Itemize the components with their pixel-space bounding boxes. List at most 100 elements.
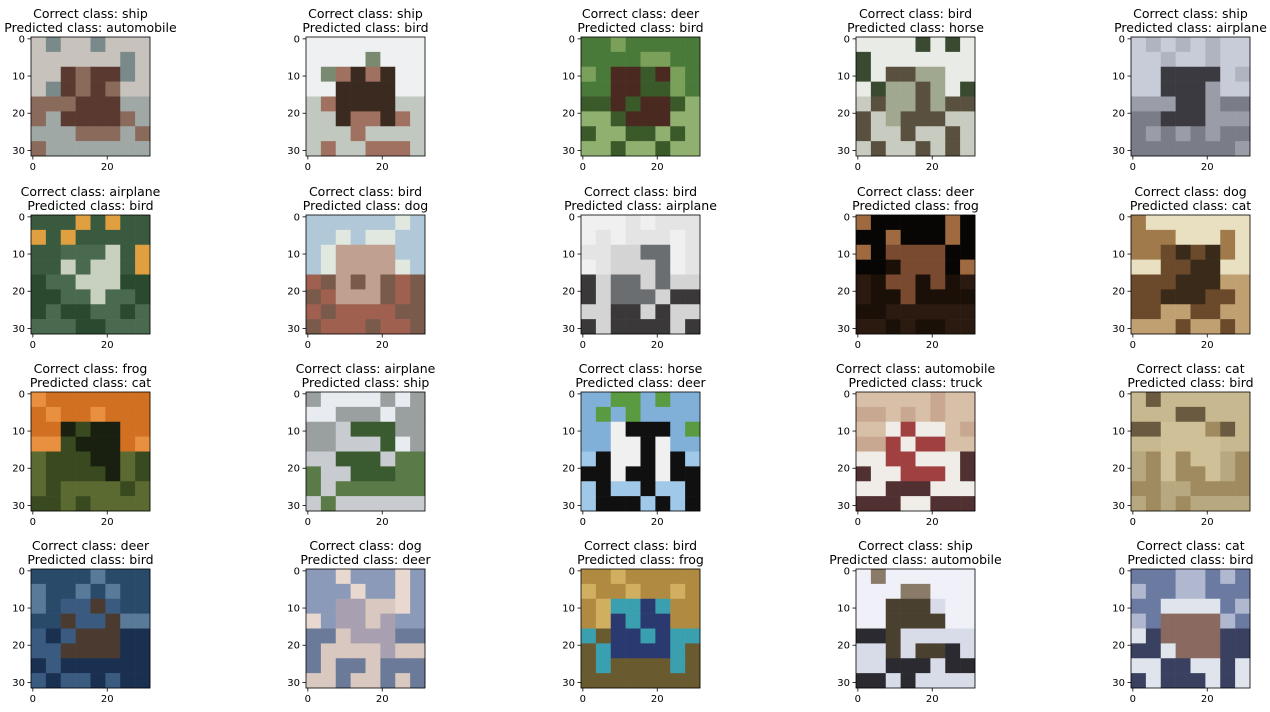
image-pixel-block [1220, 406, 1236, 423]
image-pixel-block [1220, 583, 1236, 600]
image-pixel-block [120, 274, 136, 290]
image-pixel-block [655, 658, 671, 674]
image-pixel-block [306, 569, 322, 585]
image-pixel-block [930, 628, 946, 644]
image-pixel-block [31, 613, 47, 629]
image-pixel-block [335, 111, 351, 127]
image-pixel-block [670, 628, 686, 644]
image-pixel-block [1235, 628, 1251, 644]
image-pixel-block [625, 481, 641, 497]
image-pixel-block [945, 583, 961, 600]
image-pixel-block [365, 126, 381, 142]
x-tick-label: 0 [1130, 517, 1136, 528]
image-pixel-block [856, 643, 872, 659]
image-pixel-block [320, 244, 337, 260]
image-pixel-block [640, 126, 656, 142]
image-pixel-block [395, 126, 411, 142]
image-pixel-block [685, 96, 701, 112]
axes-frame [1130, 36, 1251, 157]
image-pixel-block [685, 598, 701, 614]
image-pixel-block [945, 658, 961, 674]
image-pixel-block [655, 451, 671, 467]
image-pixel-block [1131, 37, 1147, 53]
image-pixel-block [670, 289, 686, 305]
image-pixel-block [60, 289, 76, 305]
image-pixel-block [90, 229, 106, 246]
image-pixel-block [581, 244, 597, 260]
image-pixel-block [960, 496, 976, 512]
image-pixel-block [581, 496, 597, 512]
image-pixel-block [320, 481, 337, 497]
image-pixel-block [625, 406, 641, 423]
correct-class-label: Correct class: airplane [21, 184, 161, 199]
image-pixel-block [1205, 126, 1221, 142]
image-pixel-block [306, 81, 322, 97]
image-pixel-block [120, 406, 136, 423]
image-pixel-block [915, 436, 931, 452]
image-pixel-block [45, 81, 62, 97]
image-pixel-block [960, 613, 976, 629]
image-pixel-block [320, 274, 337, 290]
y-tick-label: 10 [562, 427, 575, 438]
image-pixel-block [610, 37, 626, 53]
image-pixel-block [856, 215, 872, 231]
image-pixel-block [610, 481, 626, 497]
image-pixel-block [610, 111, 626, 127]
image-pixel-block [945, 466, 961, 482]
image-pixel-block [640, 51, 656, 68]
image-pixel-block [90, 628, 106, 644]
image-pixel-block [380, 37, 396, 53]
image-pixel-block [31, 451, 47, 467]
image-pixel-block [595, 229, 612, 246]
image-pixel-block [320, 598, 337, 614]
y-tick-label: 20 [1112, 641, 1125, 652]
y-tick-label: 20 [12, 287, 25, 298]
image-pixel-block [655, 436, 671, 452]
image-pixel-block [930, 598, 946, 614]
correct-class-label: Correct class: ship [308, 6, 423, 21]
image-pixel-block [870, 81, 887, 97]
image-pixel-block [581, 51, 597, 68]
predicted-class-label: Predicted class: airplane [1114, 20, 1267, 35]
image-pixel-block [930, 37, 946, 53]
image-pixel-block [885, 436, 901, 452]
image-pixel-block [1205, 229, 1221, 246]
image-pixel-block [120, 583, 136, 600]
image-pixel-block [120, 481, 136, 497]
image-pixel-block [1145, 141, 1162, 157]
image-pixel-block [320, 406, 337, 423]
image-pixel-block [320, 126, 337, 142]
image-pixel-block [350, 126, 366, 142]
image-pixel-block [1160, 643, 1176, 659]
image-pixel-block [1145, 304, 1162, 320]
image-pixel-block [380, 466, 396, 482]
image-pixel-block [350, 111, 366, 127]
image-pixel-block [930, 466, 946, 482]
image-pixel-block [410, 229, 426, 246]
image-pixel-block [380, 481, 396, 497]
x-tick-label: 0 [1130, 162, 1136, 173]
image-pixel-block [960, 392, 976, 408]
image-pixel-block [945, 111, 961, 127]
image-pixel-block [45, 421, 62, 437]
image-pixel-block [31, 658, 47, 674]
image-pixel-block [625, 658, 641, 674]
axes-frame [580, 214, 701, 335]
correct-class-label: Correct class: dog [309, 538, 421, 553]
image-pixel-block [685, 628, 701, 644]
image-pixel-block [335, 583, 351, 600]
image-pixel-block [395, 244, 411, 260]
image-pixel-block [31, 111, 47, 127]
image-pixel-block [380, 51, 396, 68]
image-pixel-block [410, 66, 426, 82]
y-tick-label: 30 [287, 324, 300, 335]
x-tick-label: 20 [651, 162, 664, 173]
image-pixel-block [685, 436, 701, 452]
image-pixel-block [335, 598, 351, 614]
image-pixel-block [365, 229, 381, 246]
image-pixel-block [1205, 466, 1221, 482]
image-pixel-block [885, 229, 901, 246]
image-pixel-block [885, 658, 901, 674]
image-pixel-block [685, 37, 701, 53]
